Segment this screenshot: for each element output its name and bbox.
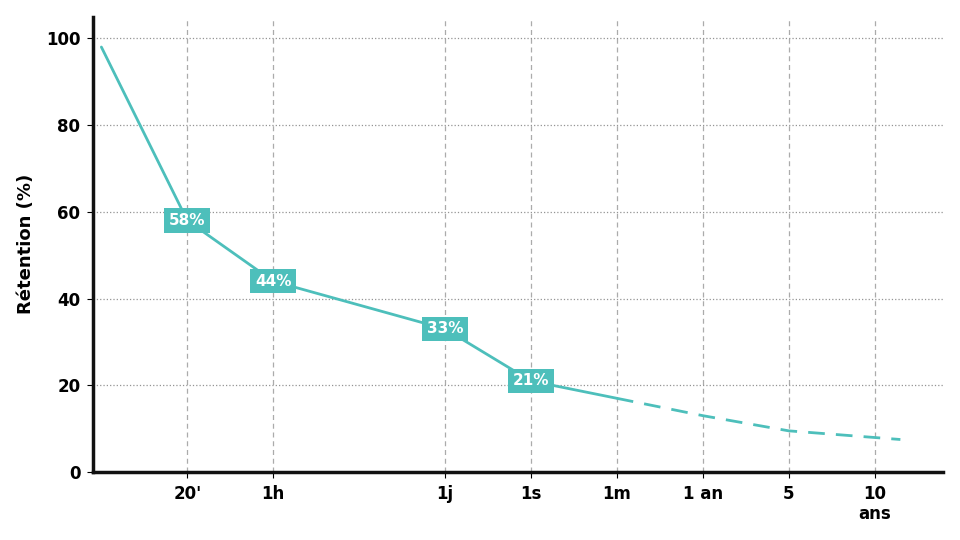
Y-axis label: Rétention (%): Rétention (%) [16, 174, 35, 314]
Text: 21%: 21% [513, 374, 549, 388]
Text: 33%: 33% [427, 321, 464, 336]
Text: 58%: 58% [169, 213, 205, 228]
Text: 44%: 44% [255, 274, 292, 289]
